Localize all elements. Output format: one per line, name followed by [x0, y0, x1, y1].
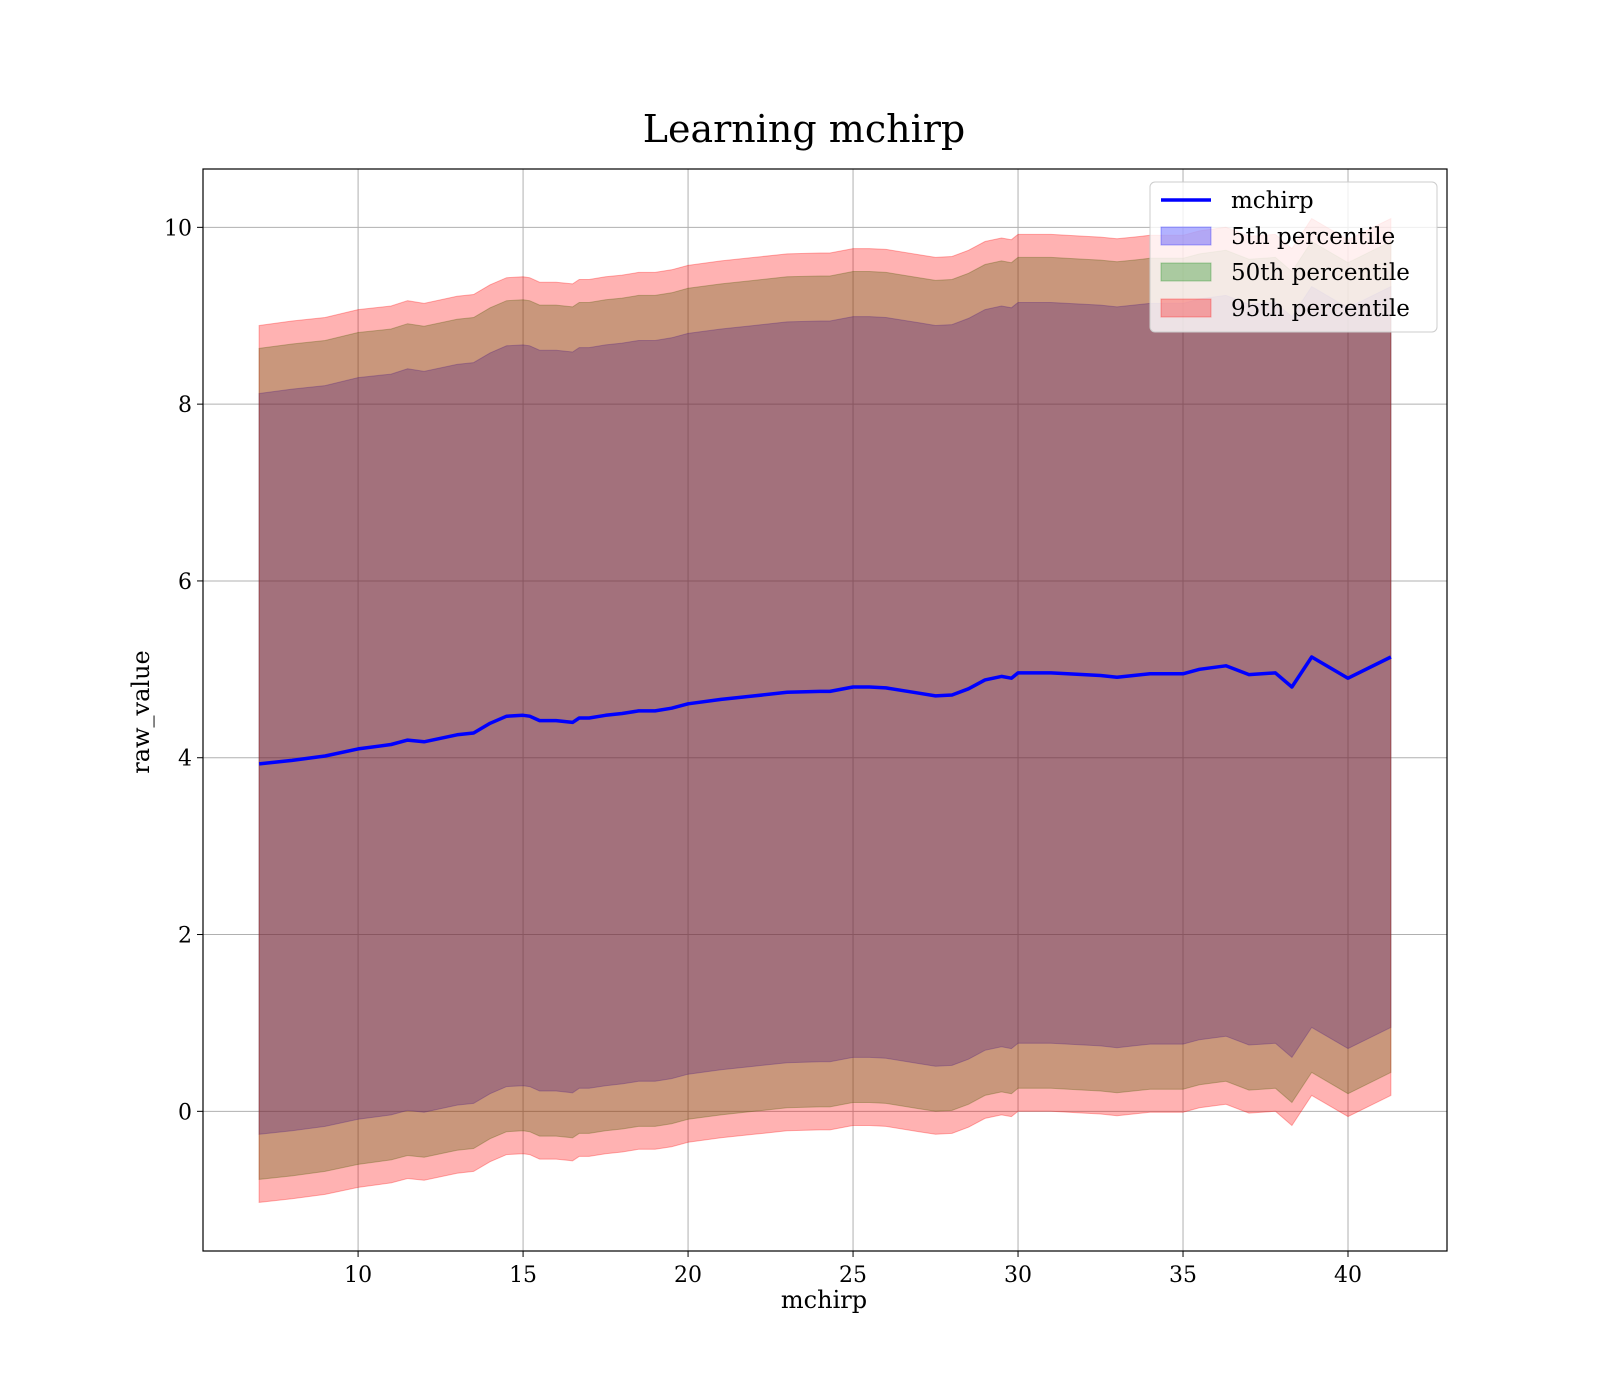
legend-label-5th: 5th percentile	[1231, 224, 1395, 250]
legend-swatch-5th	[1160, 226, 1212, 246]
x-tick-label: 20	[674, 1263, 702, 1288]
band-5th-percentile	[258, 285, 1392, 1135]
y-tick-label: 4	[178, 747, 192, 772]
x-tick-label: 40	[1334, 1263, 1362, 1288]
legend-swatch-95th	[1160, 298, 1212, 318]
y-tick-label: 6	[178, 570, 192, 595]
chart-title: Learning mchirp	[643, 107, 965, 151]
band-layer	[258, 217, 1392, 1203]
y-tick-label: 8	[178, 393, 192, 418]
x-tick-label: 30	[1004, 1263, 1032, 1288]
legend: mchirp 5th percentile 50th percentile 95…	[1149, 181, 1438, 333]
line-layer	[258, 655, 1392, 766]
band-95th-percentile	[258, 217, 1392, 1203]
y-axis-label: raw_value	[127, 650, 155, 774]
x-tick-label: 25	[839, 1263, 867, 1288]
x-axis-label: mchirp	[781, 1286, 867, 1314]
legend-frame	[1149, 181, 1438, 333]
band-50th-percentile	[258, 240, 1392, 1180]
x-tick-label: 10	[344, 1263, 372, 1288]
y-tick-label: 0	[178, 1100, 192, 1125]
line-mchirp	[258, 655, 1392, 766]
legend-swatch-50th	[1160, 262, 1212, 282]
x-tick-label: 35	[1169, 1263, 1197, 1288]
y-tick-label: 2	[178, 924, 192, 949]
y-tick-label: 10	[164, 216, 192, 241]
x-tick-label: 15	[509, 1263, 537, 1288]
legend-label-95th: 95th percentile	[1231, 296, 1410, 322]
legend-label-mchirp: mchirp	[1231, 188, 1314, 214]
plot-frame	[202, 168, 1448, 1252]
tick-layer: 10 15 20 25 30 35 40 0 2 4 6 8 10	[164, 216, 1362, 1288]
legend-label-50th: 50th percentile	[1231, 260, 1410, 286]
